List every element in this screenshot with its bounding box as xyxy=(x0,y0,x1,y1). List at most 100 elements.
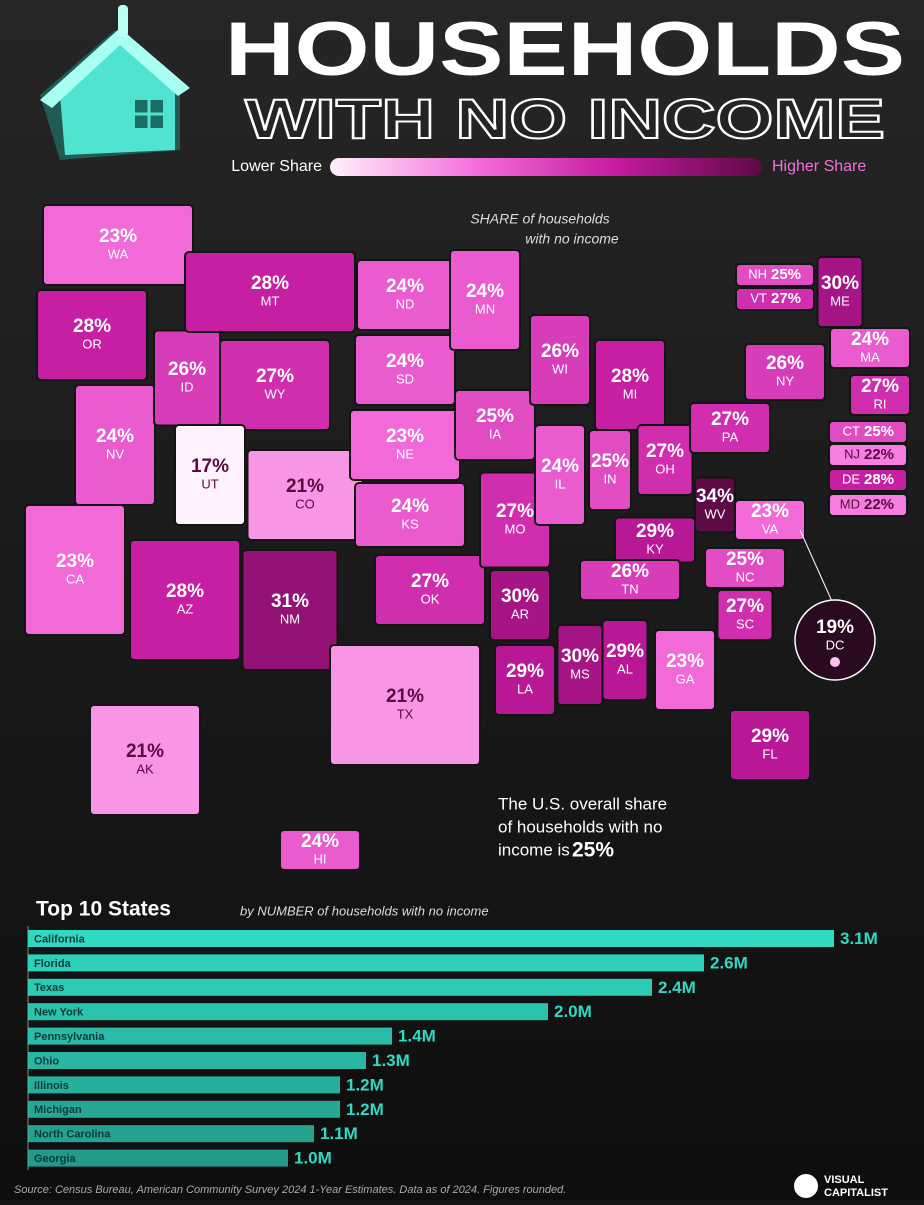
state xyxy=(24,504,126,636)
state-value: 24% xyxy=(541,456,579,477)
state-abbr: MI xyxy=(623,386,637,401)
state-abbr: VA xyxy=(762,521,779,536)
state xyxy=(716,589,774,641)
state-value: 23% xyxy=(99,226,137,247)
state-value: 27% xyxy=(711,409,749,430)
legend-low: Lower Share xyxy=(231,158,322,175)
state xyxy=(129,539,241,661)
state-value: 24% xyxy=(386,351,424,372)
state xyxy=(704,547,786,589)
bar xyxy=(28,954,704,972)
state-abbr: MD xyxy=(840,496,860,511)
bar-value-label: 2.0M xyxy=(554,1002,592,1021)
bar xyxy=(28,978,652,996)
bar-value-label: 2.4M xyxy=(658,978,696,997)
state-value: 24% xyxy=(391,496,429,517)
state-abbr: SD xyxy=(396,371,414,386)
state xyxy=(534,424,586,526)
state xyxy=(828,493,908,517)
brand: VISUAL xyxy=(824,1174,865,1186)
bar-category: North Carolina xyxy=(34,1129,111,1141)
state xyxy=(184,251,356,333)
state-abbr: RI xyxy=(874,396,887,411)
state-abbr: NM xyxy=(280,611,300,626)
state xyxy=(74,384,156,506)
state-abbr: VT xyxy=(750,290,767,305)
legend-high: Higher Share xyxy=(772,158,866,175)
state xyxy=(36,289,148,381)
state xyxy=(489,569,551,641)
state-value: 21% xyxy=(386,686,424,707)
bar-category: New York xyxy=(34,1007,84,1019)
state-value: 28% xyxy=(73,316,111,337)
bar-value-label: 1.0M xyxy=(294,1149,332,1168)
state-abbr: HI xyxy=(314,851,327,866)
bar xyxy=(28,1076,340,1094)
bar-category: Florida xyxy=(34,958,72,970)
state-abbr: CO xyxy=(295,496,315,511)
state-abbr: MT xyxy=(261,293,280,308)
bar-value-label: 1.2M xyxy=(346,1100,384,1119)
state xyxy=(689,402,771,454)
bar-value-label: 3.1M xyxy=(840,929,878,948)
state-value: 19% xyxy=(816,617,854,638)
state xyxy=(374,554,486,626)
bar-chart: California 3.1M Florida 2.6M Texas 2.4M New Yo… xyxy=(28,929,878,1168)
state-value: 34% xyxy=(696,486,734,507)
source: Source: Census Bureau, American Communit… xyxy=(14,1184,566,1196)
state-value: 27% xyxy=(726,596,764,617)
state-value: 26% xyxy=(611,561,649,582)
state-value: 30% xyxy=(561,646,599,667)
state-abbr: DC xyxy=(826,637,845,652)
state-value: 26% xyxy=(541,341,579,362)
state-value: 22% xyxy=(864,446,894,463)
state xyxy=(219,339,331,431)
state xyxy=(601,619,649,701)
state xyxy=(579,559,681,601)
bar-category: Michigan xyxy=(34,1104,82,1116)
state-abbr: IN xyxy=(604,471,617,486)
state-value: 21% xyxy=(286,476,324,497)
bar-category: California xyxy=(34,933,86,945)
state-abbr: IL xyxy=(555,476,566,491)
state-abbr: MN xyxy=(475,301,495,316)
state xyxy=(354,334,456,406)
state-abbr: WA xyxy=(108,246,129,261)
state-abbr: OR xyxy=(82,336,102,351)
state-abbr: ND xyxy=(396,296,415,311)
state-abbr: NH xyxy=(748,266,767,281)
state-value: 28% xyxy=(611,366,649,387)
state-value: 30% xyxy=(821,273,859,294)
state-abbr: MA xyxy=(860,349,880,364)
state-abbr: MO xyxy=(505,521,526,536)
state-abbr: WV xyxy=(705,506,726,521)
subtitle: WITH NO INCOME xyxy=(245,87,885,150)
state-abbr: NE xyxy=(396,446,414,461)
state-value: 27% xyxy=(411,571,449,592)
note-line: of households with no xyxy=(498,817,662,836)
state-value: 26% xyxy=(766,353,804,374)
state xyxy=(735,287,815,311)
state-abbr: SC xyxy=(736,616,754,631)
state-abbr: PA xyxy=(722,429,739,444)
legend-bar xyxy=(330,158,762,176)
state-abbr: WI xyxy=(552,361,568,376)
state-value: 17% xyxy=(191,456,229,477)
state-value: 24% xyxy=(386,276,424,297)
state-value: 24% xyxy=(96,426,134,447)
bar-subtitle: by NUMBER of households with no income xyxy=(240,903,489,918)
state-value: 29% xyxy=(606,641,644,662)
bar-category: Texas xyxy=(34,982,64,994)
bar xyxy=(28,1052,366,1069)
state-value: 27% xyxy=(771,290,801,307)
state xyxy=(42,204,194,286)
state xyxy=(794,599,876,681)
state xyxy=(828,468,908,492)
note-overall: 25% xyxy=(572,839,614,862)
state xyxy=(89,704,201,816)
state xyxy=(744,343,826,401)
bar xyxy=(28,1003,548,1021)
state-value: 22% xyxy=(864,496,894,513)
state-abbr: ID xyxy=(181,379,194,394)
state xyxy=(279,829,361,871)
